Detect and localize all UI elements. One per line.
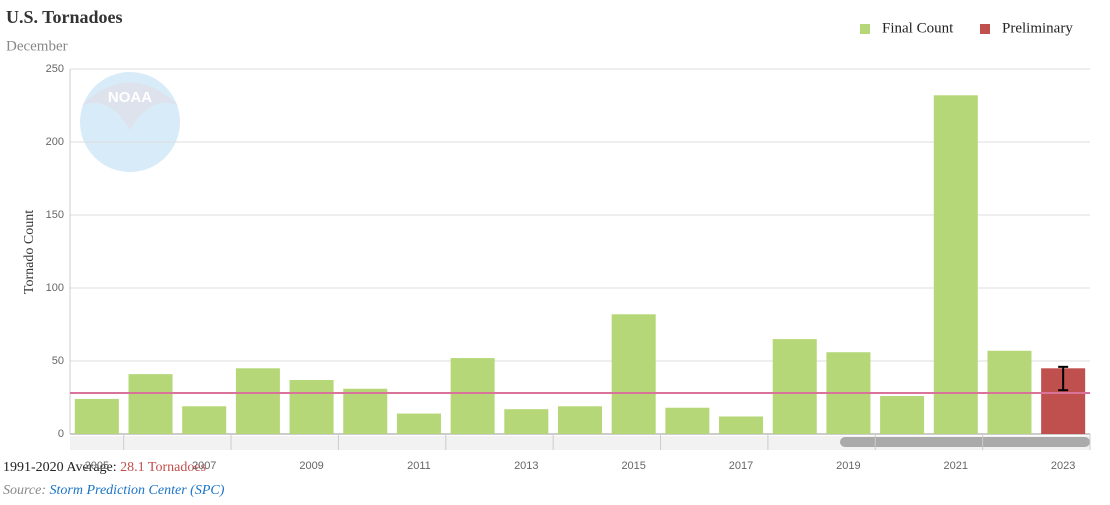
bar (450, 358, 495, 434)
x-tick-label: 2013 (514, 460, 538, 472)
average-text: 1991-2020 Average: 28.1 Tornadoes (3, 460, 206, 475)
legend-swatch (860, 24, 870, 34)
y-axis-label: Tornado Count (22, 210, 37, 294)
x-tick-label: 2011 (407, 460, 431, 472)
legend-label: Preliminary (1002, 20, 1073, 36)
logo-circle (80, 72, 180, 172)
x-tick-label: 2021 (944, 460, 968, 472)
source-text: Source: Storm Prediction Center (SPC) (3, 483, 225, 498)
x-tick-label: 2009 (299, 460, 323, 472)
bar (719, 416, 764, 434)
bar (933, 95, 978, 434)
scrollbar[interactable] (840, 437, 1090, 447)
bar (880, 396, 925, 434)
x-tick-label: 2005 (85, 460, 109, 472)
logo-text: NOAA (108, 89, 152, 106)
average-value-label: 28.1 Tornadoes (120, 460, 206, 475)
bar (235, 368, 280, 434)
bar (557, 406, 603, 434)
y-tick-label: 0 (58, 428, 64, 440)
bar (74, 398, 119, 434)
x-tick-label: 2023 (1051, 460, 1075, 472)
y-tick-label: 100 (46, 282, 64, 294)
navigator (70, 436, 1090, 450)
bar (396, 413, 441, 434)
x-tick-label: 2015 (621, 460, 645, 472)
bar (343, 388, 388, 434)
chart-subtitle: December (6, 38, 68, 54)
y-tick-label: 250 (46, 63, 64, 75)
bar (772, 339, 817, 434)
bar (504, 409, 549, 434)
bar (611, 314, 656, 434)
bar (182, 406, 227, 434)
y-tick-label: 150 (46, 209, 64, 221)
average-label: 1991-2020 Average: (3, 460, 117, 475)
y-tick-label: 50 (52, 355, 64, 367)
source[interactable]: Storm Prediction Center (SPC) (50, 483, 225, 498)
bar (665, 407, 710, 434)
legend-label: Final Count (882, 20, 954, 36)
source-label: Source: (3, 483, 46, 498)
chart-title: U.S. Tornadoes (6, 7, 123, 27)
bar (289, 379, 334, 434)
bar (128, 374, 173, 434)
legend-swatch (980, 24, 990, 34)
x-tick-label: 2017 (729, 460, 753, 472)
noaa-logo: NOAA (80, 72, 180, 172)
y-tick-label: 200 (46, 136, 64, 148)
x-tick-label: 2007 (192, 460, 216, 472)
x-tick-label: 2019 (836, 460, 860, 472)
logo-top (82, 82, 178, 130)
